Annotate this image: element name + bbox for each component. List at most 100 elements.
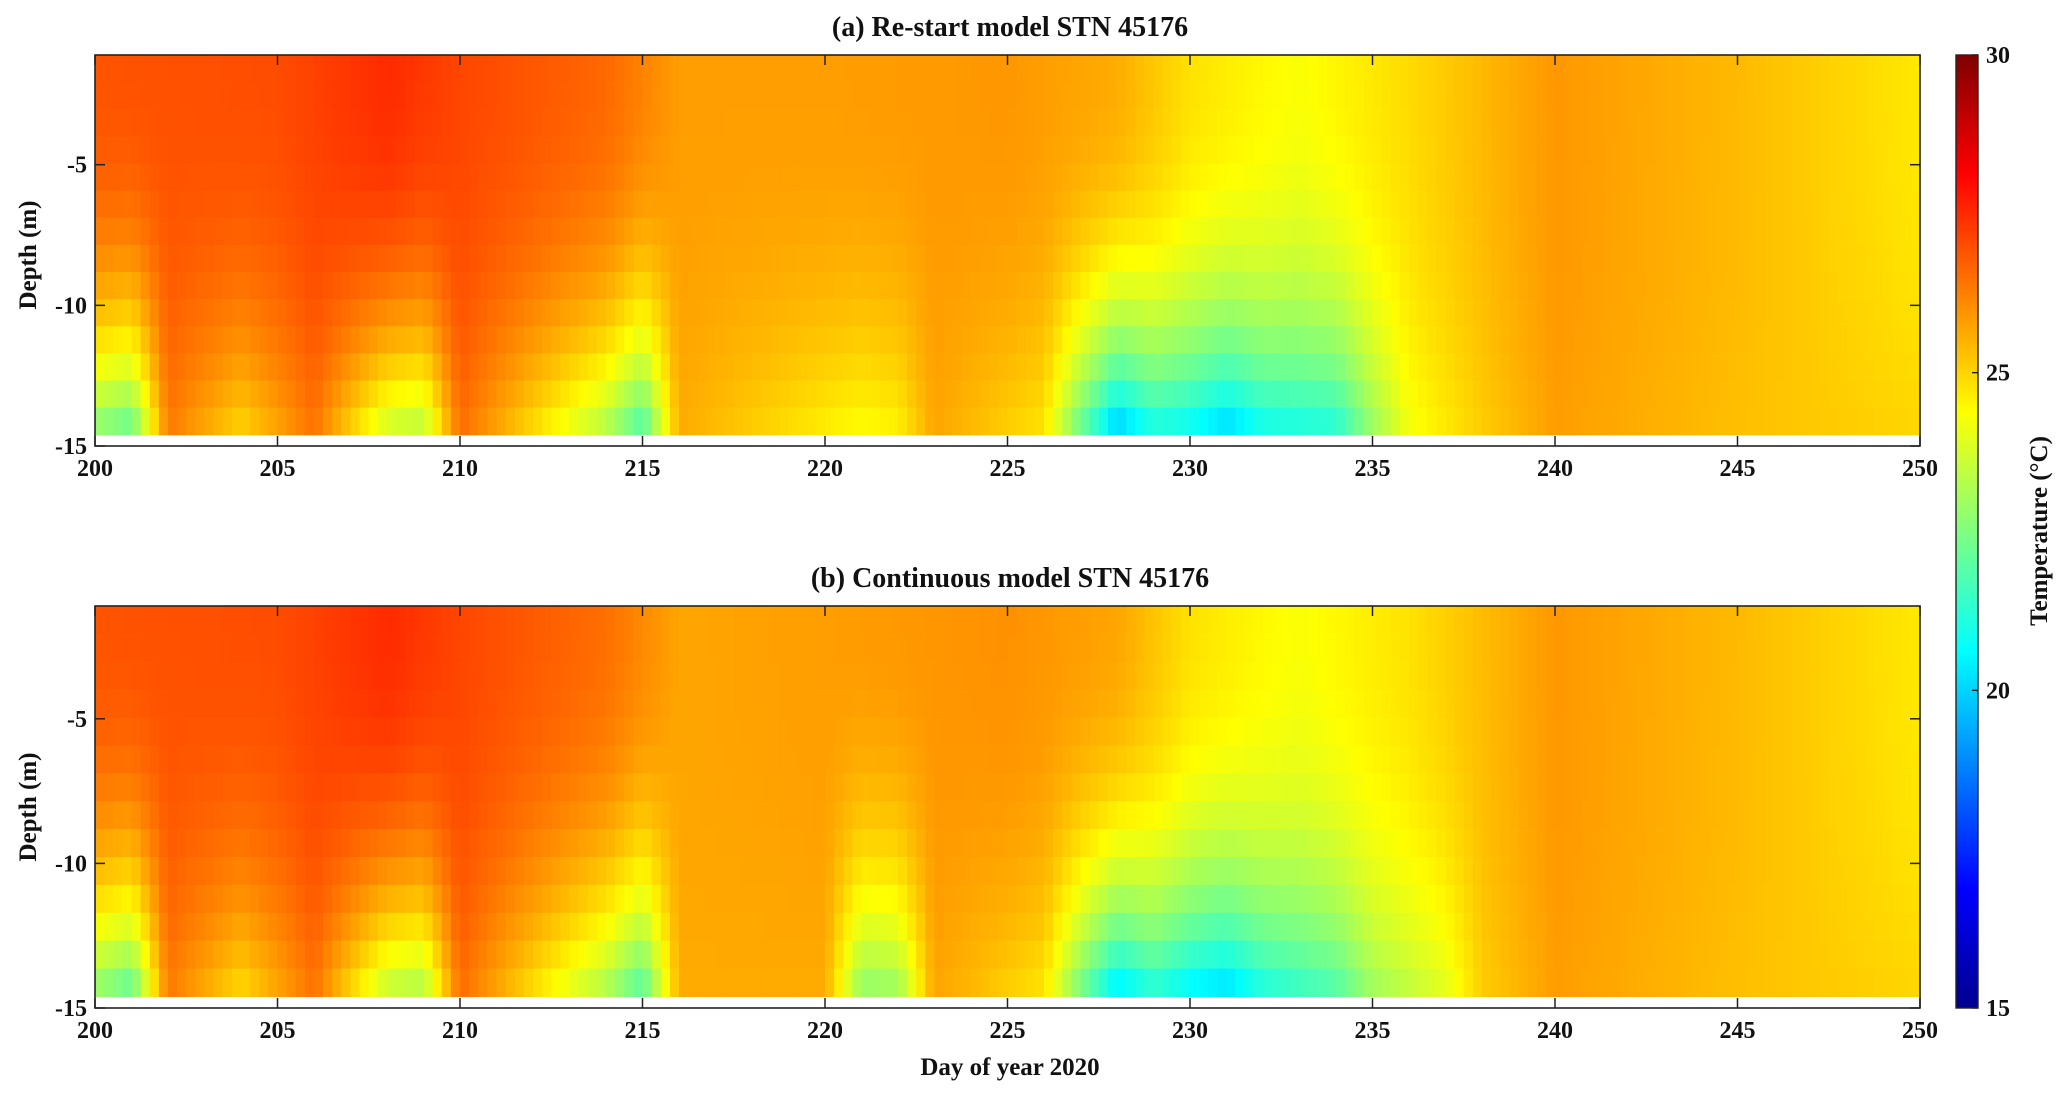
heatmap-cell [843, 136, 853, 165]
heatmap-cell [441, 407, 452, 436]
heatmap-cell [1180, 109, 1191, 137]
heatmap-cell [204, 912, 215, 942]
heatmap-cell [843, 633, 853, 663]
heatmap-cell [706, 773, 717, 802]
heatmap-cell [168, 968, 178, 998]
heatmap-cell [1253, 829, 1264, 858]
heatmap-cell [423, 717, 434, 747]
heatmap-cell [1299, 326, 1310, 354]
heatmap-cell [1399, 299, 1410, 327]
heatmap-cell [1171, 856, 1182, 886]
heatmap-cell [1701, 353, 1711, 382]
heatmap-cell [1199, 884, 1209, 914]
heatmap-cell [332, 829, 342, 858]
heatmap-cell [934, 717, 945, 747]
heatmap-cell [669, 82, 680, 110]
heatmap-cell [952, 109, 963, 137]
heatmap-cell [396, 606, 406, 635]
heatmap-cell [560, 912, 571, 942]
heatmap-cell [1117, 217, 1127, 246]
heatmap-cell [1463, 82, 1474, 110]
heatmap-cell [660, 163, 671, 192]
heatmap-cell [222, 745, 233, 774]
heatmap-cell [469, 745, 479, 774]
heatmap-cell [815, 745, 826, 774]
heatmap-cell [952, 190, 963, 219]
heatmap-cell [359, 407, 370, 436]
heatmap-cell [314, 606, 324, 635]
heatmap-cell [1199, 353, 1209, 382]
heatmap-cell [980, 272, 990, 300]
heatmap-cell [259, 661, 269, 691]
heatmap-cell [806, 326, 817, 354]
heatmap-cell [806, 190, 817, 219]
heatmap-cell [971, 244, 981, 273]
heatmap-cell [1637, 380, 1647, 409]
heatmap-cell [989, 912, 999, 942]
heatmap-cell [898, 190, 908, 219]
heatmap-cell [1545, 82, 1556, 110]
heatmap-cell [1482, 912, 1492, 942]
heatmap-cell [250, 856, 260, 886]
heatmap-cell [387, 856, 397, 886]
heatmap-cell [1071, 745, 1082, 774]
heatmap-cell [1719, 353, 1729, 382]
heatmap-cell [1418, 661, 1428, 691]
heatmap-cell [1071, 801, 1082, 830]
heatmap-cell [633, 407, 644, 436]
heatmap-cell [1098, 884, 1109, 914]
heatmap-cell [1436, 689, 1447, 719]
heatmap-cell [980, 773, 990, 802]
heatmap-cell [1381, 353, 1392, 382]
heatmap-cell [1117, 717, 1127, 747]
heatmap-cell [1819, 82, 1830, 110]
heatmap-cell [1427, 745, 1437, 774]
heatmap-cell [642, 136, 653, 165]
heatmap-cell [1555, 136, 1565, 165]
heatmap-cell [1801, 217, 1812, 246]
heatmap-cell [478, 689, 488, 719]
heatmap-cell [1555, 82, 1565, 110]
heatmap-cell [1253, 940, 1264, 970]
heatmap-cell [341, 801, 352, 830]
heatmap-cell [870, 689, 881, 719]
heatmap-cell [724, 407, 735, 436]
heatmap-cell [1491, 661, 1501, 691]
heatmap-cell [213, 689, 224, 719]
heatmap-cell [295, 217, 306, 246]
heatmap-cell [1901, 136, 1912, 165]
heatmap-cell [1472, 109, 1483, 137]
heatmap-cell [1208, 326, 1218, 354]
heatmap-cell [1856, 136, 1866, 165]
heatmap-cell [359, 856, 370, 886]
heatmap-cell [1728, 217, 1739, 246]
heatmap-cell [286, 745, 297, 774]
heatmap-cell [587, 633, 598, 663]
heatmap-cell [1308, 633, 1319, 663]
heatmap-cell [1637, 136, 1647, 165]
heatmap-cell [1336, 299, 1346, 327]
heatmap-cell [140, 633, 151, 663]
heatmap-cell [733, 190, 744, 219]
heatmap-cell [204, 82, 215, 110]
heatmap-cell [1044, 633, 1054, 663]
heatmap-cell [870, 661, 881, 691]
heatmap-cell [1190, 968, 1200, 998]
heatmap-cell [1883, 82, 1894, 110]
heatmap-cell [332, 55, 342, 83]
heatmap-cell [560, 217, 571, 246]
heatmap-cell [414, 717, 425, 747]
heatmap-cell [542, 217, 552, 246]
heatmap-cell [286, 856, 297, 886]
heatmap-cell [1107, 136, 1118, 165]
heatmap-cell [341, 606, 352, 635]
heatmap-cell [1837, 190, 1848, 219]
heatmap-cell [587, 299, 598, 327]
heatmap-cell [724, 773, 735, 802]
heatmap-cell [1646, 353, 1656, 382]
heatmap-cell [797, 299, 808, 327]
heatmap-cell [697, 717, 707, 747]
heatmap-cell [1117, 773, 1127, 802]
heatmap-cell [925, 190, 936, 219]
heatmap-cell [1016, 689, 1027, 719]
